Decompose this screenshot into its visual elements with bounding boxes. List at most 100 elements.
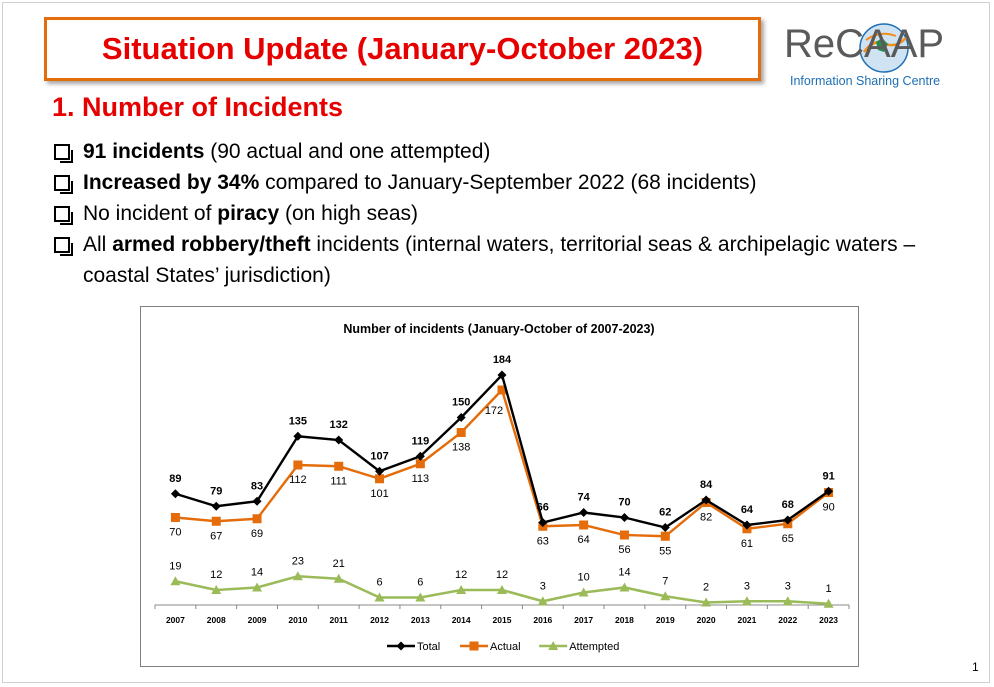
x-tick-label: 2017 [574, 615, 593, 625]
attempted-point [823, 598, 834, 608]
total-point [211, 501, 221, 511]
total-point [619, 513, 629, 522]
attempted-point [578, 587, 589, 597]
x-tick-label: 2019 [656, 615, 675, 625]
attempted-data-label: 12 [496, 569, 508, 581]
x-tick-label: 2020 [697, 615, 716, 625]
bullet-bold: armed robbery/theft [112, 233, 311, 256]
attempted-data-label: 1 [826, 583, 832, 595]
total-point [170, 489, 180, 499]
attempted-point [415, 592, 426, 602]
total-point [701, 495, 711, 505]
actual-data-label: 82 [700, 512, 712, 524]
total-point [334, 435, 344, 445]
actual-point [375, 474, 385, 484]
actual-data-label: 63 [537, 535, 549, 547]
total-series-line [175, 372, 830, 529]
attempted-point [741, 596, 752, 606]
total-data-label: 84 [700, 479, 713, 491]
x-tick-label: 2010 [288, 615, 307, 625]
total-point [660, 523, 670, 532]
actual-data-label: 67 [210, 530, 222, 542]
total-data-label: 70 [618, 497, 630, 509]
total-data-label: 79 [210, 485, 222, 497]
total-data-label: 66 [537, 502, 549, 514]
legend-attempted-label: Attempted [569, 641, 619, 653]
x-tick-label: 2007 [166, 615, 185, 625]
actual-point [497, 385, 507, 395]
total-point [252, 496, 262, 506]
actual-data-label: 69 [251, 528, 263, 540]
legend-actual-marker [469, 641, 479, 651]
actual-point [619, 530, 629, 540]
total-point [783, 515, 793, 525]
logo-emblem [859, 23, 909, 73]
attempted-data-label: 10 [578, 572, 590, 584]
bullet-list: 91 incidents (90 actual and one attempte… [52, 136, 952, 291]
bullet-text: (on high seas) [279, 202, 419, 225]
bullet-text-pre: No incident of [83, 202, 218, 225]
actual-data-label: 113 [412, 473, 430, 485]
attempted-point [497, 585, 507, 594]
attempted-data-label: 6 [376, 577, 382, 589]
total-data-label: 119 [411, 435, 429, 447]
x-tick-label: 2023 [819, 615, 838, 625]
attempted-data-label: 3 [540, 580, 546, 592]
attempted-point [456, 585, 467, 594]
bullet-text: incidents (internal waters, territorial … [83, 233, 916, 287]
attempted-data-label: 21 [333, 558, 345, 570]
legend-total-marker [396, 641, 406, 651]
chart-title: Number of incidents (January-October of … [343, 322, 654, 336]
total-data-label: 89 [169, 473, 181, 485]
total-data-label: 150 [452, 397, 470, 409]
actual-data-label: 64 [578, 534, 590, 546]
actual-data-label: 172 [485, 405, 503, 417]
actual-point [415, 459, 425, 469]
bullet-text-pre: All [83, 233, 113, 256]
bullet-text: compared to January-September 2022 (68 i… [259, 171, 757, 194]
attempted-point [660, 591, 671, 601]
x-tick-label: 2013 [411, 615, 430, 625]
chart-frame: Number of incidents (January-October of … [140, 306, 859, 667]
actual-data-label: 61 [741, 538, 753, 550]
actual-data-label: 56 [618, 544, 630, 556]
actual-point [211, 516, 221, 526]
x-tick-label: 2015 [493, 615, 512, 625]
x-tick-label: 2012 [370, 615, 389, 625]
x-tick-label: 2014 [452, 615, 471, 625]
actual-point [456, 428, 466, 437]
total-data-label: 135 [289, 415, 307, 427]
legend-attempted-marker [548, 641, 559, 650]
actual-point [334, 461, 344, 471]
total-point [497, 370, 507, 380]
attempted-point [292, 571, 303, 581]
actual-point [170, 513, 180, 522]
attempted-point [619, 582, 630, 592]
checkbox-bullet-icon [54, 237, 73, 256]
attempted-data-label: 23 [292, 555, 304, 567]
total-point [742, 520, 752, 530]
bullet-item: No incident of piracy (on high seas) [52, 198, 952, 229]
attempted-data-label: 3 [785, 580, 791, 592]
total-data-label: 107 [370, 450, 388, 462]
actual-data-label: 90 [822, 502, 834, 514]
actual-point [252, 514, 262, 524]
bullet-text: (90 actual and one attempted) [204, 140, 491, 163]
x-tick-label: 2011 [329, 615, 348, 625]
attempted-data-label: 14 [251, 567, 263, 579]
attempted-data-label: 7 [662, 575, 668, 587]
bullet-item: Increased by 34% compared to January-Sep… [52, 167, 952, 198]
actual-point [660, 531, 670, 541]
actual-point [579, 520, 589, 530]
x-tick-label: 2021 [737, 615, 756, 625]
attempted-data-label: 2 [703, 582, 709, 594]
actual-data-label: 101 [370, 488, 388, 500]
actual-data-label: 138 [452, 442, 470, 454]
attempted-point [701, 597, 712, 607]
checkbox-bullet-icon [54, 144, 73, 163]
attempted-point [333, 573, 344, 583]
total-data-label: 68 [782, 499, 794, 511]
attempted-point [170, 576, 181, 586]
total-point [579, 508, 589, 517]
attempted-point [252, 582, 263, 592]
